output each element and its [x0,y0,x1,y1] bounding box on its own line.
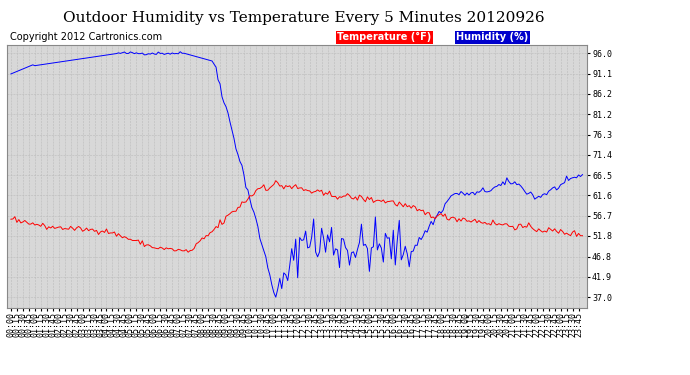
Text: Temperature (°F): Temperature (°F) [337,32,431,42]
Text: Outdoor Humidity vs Temperature Every 5 Minutes 20120926: Outdoor Humidity vs Temperature Every 5 … [63,11,544,25]
Text: Humidity (%): Humidity (%) [456,32,529,42]
Text: Copyright 2012 Cartronics.com: Copyright 2012 Cartronics.com [10,32,162,42]
